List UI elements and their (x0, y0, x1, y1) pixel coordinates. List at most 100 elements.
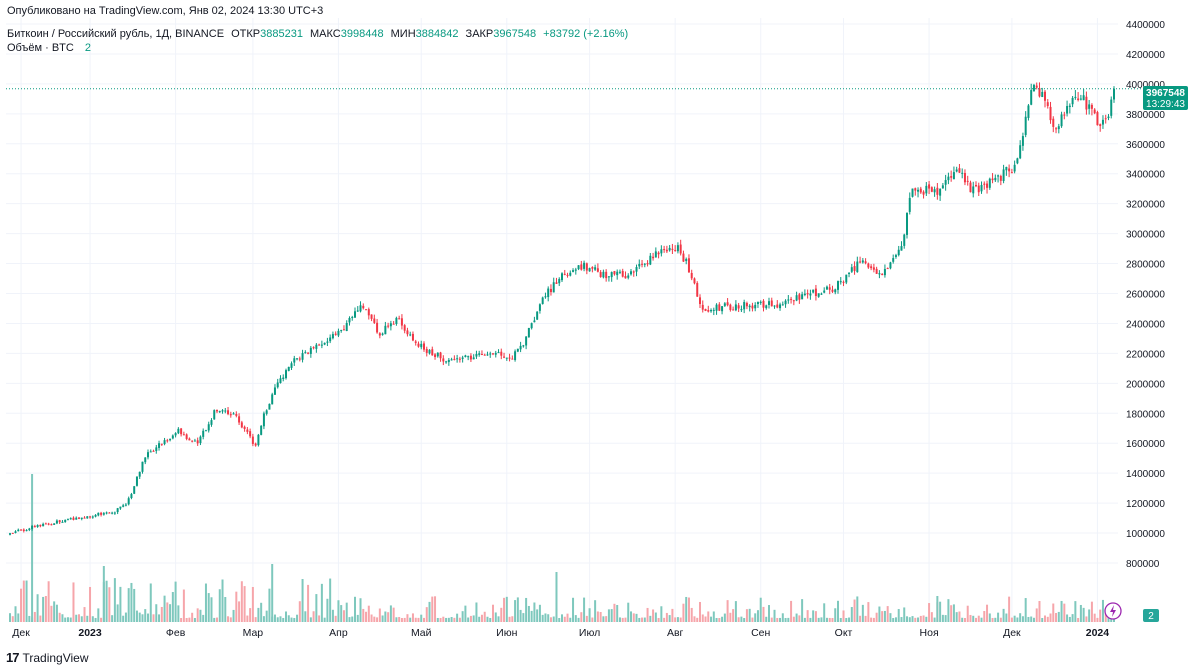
volume-label[interactable]: Объём · BTC (7, 42, 74, 54)
candle-body (376, 322, 379, 333)
candle-body (892, 258, 895, 262)
volume-bar (596, 611, 599, 622)
volume-bar (773, 609, 776, 622)
candle-body (583, 262, 586, 269)
candle-body (1107, 116, 1110, 119)
volume-bar (31, 474, 34, 622)
volume-bar (373, 616, 376, 622)
volume-bar (500, 607, 503, 622)
candle-body (31, 525, 34, 529)
candle-body (11, 532, 14, 534)
volume-bar (665, 612, 668, 622)
volume-bar (235, 591, 238, 622)
candle-body (177, 428, 180, 434)
high-label: МАКС (310, 28, 341, 40)
volume-bar (265, 610, 268, 622)
volume-bar (28, 615, 31, 622)
candle-body (861, 260, 864, 263)
volume-bar (447, 617, 450, 622)
volume-bar (387, 612, 390, 622)
candle-body (986, 183, 989, 188)
volume-bar (591, 617, 594, 622)
volume-bar (497, 616, 500, 622)
volume-bar (574, 615, 577, 622)
candle-body (1005, 167, 1008, 171)
volume-bar (525, 597, 528, 622)
candle-body (1055, 128, 1058, 130)
volume-bar (759, 597, 762, 622)
candle-body (1019, 145, 1022, 159)
volume-bar (770, 617, 773, 622)
volume-bar (1024, 598, 1027, 622)
candle-body (246, 429, 249, 432)
time-tick-label: Сен (751, 627, 770, 639)
price-tick-label: 3200000 (1126, 200, 1165, 211)
candle-body (1027, 105, 1030, 118)
volume-bar (941, 614, 944, 622)
volume-bar (737, 617, 740, 622)
volume-bar (69, 617, 72, 622)
time-tick-label: Авг (667, 627, 684, 639)
volume-bar (100, 617, 103, 622)
candle-body (453, 358, 456, 360)
volume-bar (86, 615, 89, 622)
time-tick-label: Фев (166, 627, 186, 639)
volume-bar (210, 597, 213, 622)
candle-body (809, 293, 812, 296)
volume-bar (251, 586, 254, 622)
volume-bar (980, 617, 983, 622)
volume-bar (825, 617, 828, 622)
volume-bar (1052, 603, 1055, 622)
candle-body (147, 452, 149, 458)
lightning-icon[interactable] (1104, 602, 1122, 620)
volume-bar (1096, 617, 1099, 622)
volume-bar (883, 610, 886, 622)
candle-body (621, 270, 624, 277)
candle-body (834, 289, 837, 293)
volume-bar (378, 608, 381, 622)
candle-body (100, 512, 103, 515)
candle-body (500, 351, 503, 356)
volume-bar (1066, 614, 1069, 622)
volume-bar (906, 616, 908, 622)
candle-body (792, 300, 795, 302)
symbol-title[interactable]: Биткоин / Российский рубль, 1Д, BINANCE (7, 28, 225, 40)
volume-value: 2 (84, 42, 92, 54)
footer-brand[interactable]: 17 TradingView (6, 650, 89, 665)
volume-bar (922, 615, 925, 622)
candle-body (734, 304, 737, 311)
candle-body (492, 353, 494, 355)
price-axis[interactable]: 4400000 4200000 4000000 3800000 3600000 34000… (1126, 20, 1165, 570)
volume-bar (519, 609, 522, 622)
candle-body (224, 410, 227, 412)
volume-bar (1104, 611, 1107, 622)
volume-bar (453, 617, 456, 622)
candle-body (1024, 116, 1027, 135)
volume-bar (999, 617, 1002, 622)
volume-bar (127, 588, 130, 622)
volume-bar (135, 610, 138, 622)
volume-bar (792, 616, 795, 622)
candle-body (514, 351, 517, 361)
time-axis[interactable]: Дек 2023 Фев Мар Апр Май Июн Июл Авг Сен Окт Ноя Дек… (12, 627, 1109, 639)
candle-body (980, 184, 983, 192)
candle-body (188, 438, 191, 441)
volume-bar (285, 611, 287, 622)
volume-bar (403, 617, 406, 622)
candle-body (78, 517, 80, 519)
candle-body (326, 341, 329, 343)
candle-body (596, 268, 599, 272)
candle-body (654, 251, 657, 258)
volume-bar (1110, 616, 1113, 622)
price-tick-label: 1000000 (1126, 529, 1165, 540)
candle-body (828, 287, 831, 290)
candle-body (431, 349, 434, 356)
candle-body (975, 185, 977, 187)
candle-body (461, 357, 464, 359)
candle-body (53, 523, 56, 525)
candle-body (566, 274, 569, 276)
candle-body (558, 278, 561, 284)
candle-body (210, 420, 213, 425)
candle-body (983, 183, 986, 185)
